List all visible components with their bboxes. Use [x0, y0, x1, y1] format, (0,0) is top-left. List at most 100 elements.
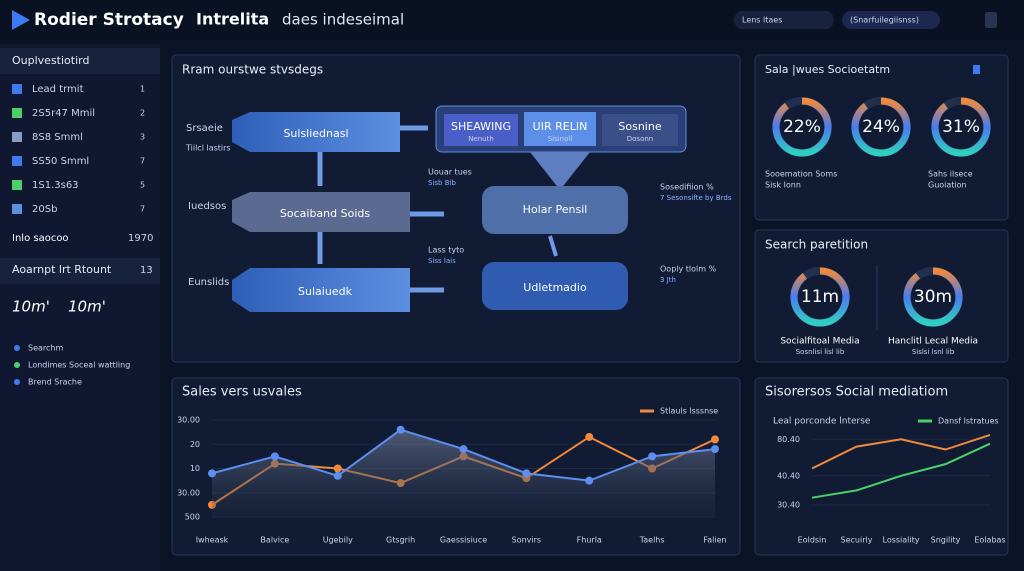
total: 1970: [128, 233, 153, 244]
ring: [790, 267, 850, 327]
x-tick-label: Eoldsin: [798, 536, 827, 545]
avatar[interactable]: [985, 12, 997, 28]
chart-title: Sisorersos Social mediatiom: [765, 385, 948, 400]
x-tick-label: Taelhs: [639, 536, 665, 545]
charts: Sales vers usvales 500 30.00 10 20 30.00 Iwhea…: [177, 385, 1006, 545]
ring-note: Sooemation Soms: [765, 170, 837, 179]
search-pill[interactable]: [842, 11, 940, 29]
cell-label: SHEAWING: [451, 120, 511, 133]
menu-pill[interactable]: [734, 11, 834, 29]
item-label: 20Sb: [32, 204, 57, 215]
note: Lass tyto: [428, 246, 464, 255]
sidebar-items: Lead trmit 1 2S5r47 Mmil 2 8S8 Smml 3 SS50 Smm…: [12, 84, 145, 387]
item-icon: [12, 180, 22, 190]
rings: 22% 24% 31%: [772, 97, 991, 157]
x-tick-label: Eolabas: [974, 536, 1005, 545]
link: Searchm: [28, 344, 63, 353]
point: [333, 471, 342, 480]
point: [270, 452, 279, 461]
ring-note: Sahs ilsece: [928, 170, 973, 179]
y-tick-label: 80.40: [777, 435, 800, 444]
item-icon: [12, 108, 22, 118]
x-tick-label: Fhurla: [577, 536, 602, 545]
sidebar: [0, 44, 160, 571]
point: [585, 476, 594, 485]
sidebar-head: [0, 48, 160, 74]
x-tick-label: Gtsgrih: [386, 536, 415, 545]
x-tick-label: Ugebily: [323, 536, 353, 545]
chart-panel: [754, 377, 1009, 556]
search[interactable]: (Snarfuilegiisnss): [850, 16, 919, 25]
app-title: Rodier Strotacy: [34, 10, 184, 30]
item-count: 5: [140, 181, 145, 190]
item-count: 7: [140, 157, 145, 166]
section-title: Aoarnpt lrt Rtount: [12, 263, 112, 276]
ring-label: Socialfitoal Media: [780, 337, 859, 347]
y-tick-label: 30.40: [777, 501, 800, 510]
cylinder-label: Udletmadio: [523, 281, 587, 294]
ring-value: 22%: [783, 117, 821, 137]
ring: [772, 97, 832, 157]
y-tick-label: 500: [185, 513, 200, 522]
flow-label: Tiilcl lastirs: [185, 144, 231, 153]
line: [811, 442, 991, 499]
ring-value: 30m: [914, 287, 952, 307]
note: Uouar tues: [428, 168, 472, 177]
point: [208, 469, 216, 478]
section-head: [0, 258, 160, 284]
point: [459, 445, 468, 454]
link-dot: [14, 379, 20, 385]
flow-label: Iuedsos: [188, 201, 226, 212]
point: [711, 435, 719, 444]
flow-notes: Uouar tues Sisb Bib Lass tyto Siss lais Sose…: [428, 168, 732, 285]
metric: 10m': [12, 298, 50, 316]
item-label: 2S5r47 Mmil: [32, 108, 95, 119]
point: [585, 432, 594, 441]
ring: [851, 97, 911, 157]
icon: [973, 65, 980, 74]
panel-title: Search paretition: [765, 238, 868, 252]
sidebar-title: Ouplvestiotird: [12, 54, 89, 67]
cell-label: Sosnine: [618, 120, 661, 133]
flow-cylinder: [482, 262, 628, 310]
point: [711, 445, 719, 454]
funnel: [530, 152, 590, 190]
item-count: 3: [140, 133, 145, 142]
search-panel: [754, 229, 1009, 363]
link: Brend Srache: [28, 378, 82, 387]
note-sub: Sisb Bib: [428, 179, 456, 187]
y-tick-label: 10: [190, 464, 200, 473]
x-tick-label: Gaessisiuce: [440, 536, 487, 545]
ring: [931, 97, 991, 157]
note-sub: 3 Jth: [660, 276, 676, 284]
point: [333, 464, 342, 473]
area: [212, 429, 715, 517]
flow-box: [232, 112, 400, 152]
ring-label: Hanclitl Lecal Media: [888, 337, 978, 347]
ring-sub: Sosnlisi lisl lib: [796, 348, 845, 356]
line: [811, 433, 991, 470]
cell-sub: Sisinoll: [548, 135, 573, 143]
item-label: 1S1.3s63: [32, 180, 79, 191]
item-label: SS50 Smml: [32, 156, 89, 167]
cell-sub: Nenuth: [468, 135, 494, 143]
cell-sub: Dosonn: [627, 135, 653, 143]
flow-cell: [444, 114, 518, 146]
x-tick-label: Falien: [703, 536, 726, 545]
cell-labels: SHEAWING Nenuth UIR RELIN Sisinoll Sosnine Do…: [451, 120, 662, 143]
flow-box: [232, 192, 410, 232]
menu[interactable]: Lens ltaes: [742, 16, 782, 25]
note-sub: 7 Sesonsifte by Brds: [660, 194, 732, 202]
legend-label: Stlauls lsssnse: [660, 407, 718, 416]
ring-value: 31%: [942, 117, 980, 137]
box-label: Sulaiuedk: [298, 285, 353, 298]
item-icon: [12, 84, 22, 94]
link-dot: [14, 362, 20, 368]
note-sub: Siss lais: [428, 257, 456, 265]
item-count: 7: [140, 205, 145, 214]
point: [396, 425, 405, 434]
x-tick-label: Sngility: [931, 536, 961, 545]
